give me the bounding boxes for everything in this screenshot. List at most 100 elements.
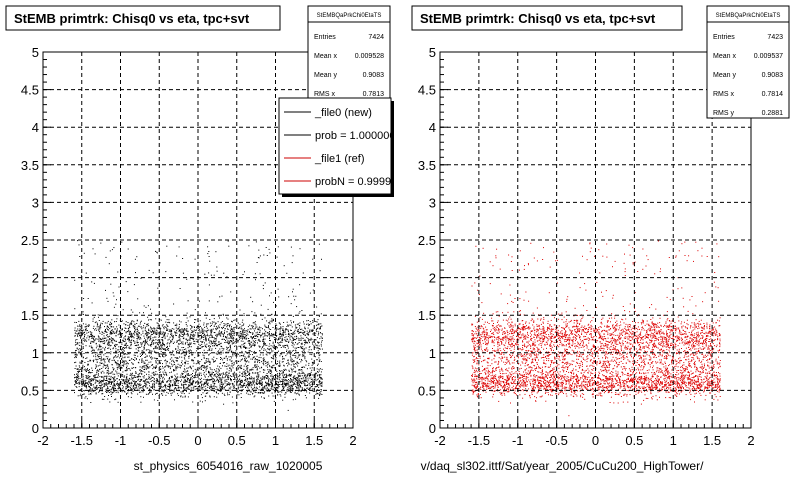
left-data-point bbox=[82, 311, 84, 313]
left-data-point bbox=[179, 349, 181, 351]
left-data-point bbox=[279, 370, 281, 372]
left-data-point bbox=[109, 401, 111, 403]
left-data-point bbox=[275, 357, 277, 359]
left-data-point bbox=[121, 320, 123, 322]
left-data-point bbox=[286, 272, 288, 274]
left-data-point bbox=[110, 377, 112, 379]
left-data-point bbox=[137, 338, 139, 340]
left-data-point bbox=[97, 365, 99, 367]
left-data-point bbox=[129, 387, 131, 389]
left-data-point bbox=[297, 323, 299, 325]
left-data-point bbox=[183, 328, 185, 329]
left-data-point bbox=[128, 386, 130, 388]
left-data-point bbox=[75, 386, 77, 387]
left-data-point bbox=[287, 324, 288, 326]
left-data-point bbox=[276, 328, 278, 330]
left-data-point bbox=[209, 396, 211, 398]
left-data-point bbox=[127, 331, 129, 333]
left-data-point bbox=[266, 389, 268, 391]
left-data-point bbox=[319, 374, 321, 376]
left-data-point bbox=[76, 339, 78, 340]
left-data-point bbox=[304, 380, 306, 382]
left-data-point bbox=[92, 320, 94, 322]
left-data-point bbox=[283, 358, 285, 360]
left-data-point bbox=[166, 330, 168, 331]
left-data-point bbox=[218, 369, 220, 371]
left-data-point bbox=[134, 387, 136, 389]
left-data-point bbox=[181, 360, 183, 362]
left-data-point bbox=[155, 380, 157, 382]
left-data-point bbox=[255, 241, 257, 243]
left-data-point bbox=[261, 383, 263, 385]
left-data-point bbox=[301, 343, 303, 345]
left-data-point bbox=[249, 350, 251, 351]
left-data-point bbox=[183, 387, 185, 389]
left-data-point bbox=[319, 381, 321, 383]
left-data-point bbox=[298, 362, 300, 364]
left-data-point bbox=[205, 337, 207, 339]
left-data-point bbox=[175, 382, 177, 384]
left-data-point bbox=[278, 322, 280, 324]
left-data-point bbox=[155, 334, 157, 335]
left-data-point bbox=[257, 361, 258, 363]
left-data-point bbox=[156, 382, 158, 384]
left-data-point bbox=[216, 327, 218, 329]
left-data-point bbox=[258, 356, 260, 358]
left-data-point bbox=[201, 327, 202, 329]
left-data-point bbox=[160, 375, 162, 377]
left-data-point bbox=[279, 328, 280, 330]
left-data-point bbox=[176, 373, 178, 375]
left-data-point bbox=[286, 344, 288, 346]
left-data-point bbox=[153, 380, 155, 382]
left-data-point bbox=[166, 374, 168, 376]
left-data-point bbox=[151, 380, 153, 381]
left-data-point bbox=[171, 385, 173, 387]
left-data-point bbox=[244, 342, 245, 344]
left-data-point bbox=[174, 399, 175, 401]
left-data-point bbox=[260, 388, 262, 390]
left-data-point bbox=[158, 336, 160, 337]
left-data-point bbox=[140, 277, 142, 279]
left-data-point bbox=[173, 303, 175, 305]
left-data-point bbox=[269, 349, 270, 351]
left-data-point bbox=[116, 373, 118, 375]
left-data-point bbox=[287, 334, 289, 335]
left-data-point bbox=[94, 329, 95, 331]
left-data-point bbox=[152, 357, 154, 359]
left-data-point bbox=[176, 366, 178, 368]
left-data-point bbox=[160, 334, 162, 335]
left-data-point bbox=[225, 351, 227, 353]
left-data-point bbox=[91, 369, 93, 371]
left-data-point bbox=[229, 329, 231, 331]
left-data-point bbox=[215, 343, 217, 345]
left-data-point bbox=[224, 330, 226, 332]
left-data-point bbox=[80, 328, 82, 330]
left-data-point bbox=[162, 371, 164, 373]
left-data-point bbox=[231, 360, 233, 362]
left-data-point bbox=[130, 385, 132, 387]
left-data-point bbox=[100, 381, 102, 383]
left-data-point bbox=[182, 272, 184, 274]
left-data-point bbox=[271, 351, 273, 353]
left-data-point bbox=[190, 387, 192, 389]
left-data-point bbox=[87, 384, 89, 386]
left-data-point bbox=[223, 387, 225, 389]
left-data-point bbox=[269, 353, 271, 355]
left-data-point bbox=[204, 362, 205, 364]
left-data-point bbox=[264, 325, 266, 327]
left-data-point bbox=[100, 388, 102, 390]
left-data-point bbox=[153, 373, 155, 375]
left-data-point bbox=[105, 380, 107, 381]
left-data-point bbox=[317, 364, 318, 366]
left-data-point bbox=[175, 388, 177, 390]
left-data-point bbox=[74, 374, 75, 376]
left-data-point bbox=[117, 383, 119, 385]
left-data-point bbox=[164, 355, 166, 357]
left-data-point bbox=[121, 348, 123, 350]
left-data-point bbox=[304, 335, 306, 336]
left-data-point bbox=[252, 357, 254, 359]
left-data-point bbox=[240, 346, 242, 348]
left-data-point bbox=[85, 370, 87, 372]
left-data-point bbox=[315, 344, 317, 346]
left-data-point bbox=[107, 343, 109, 344]
